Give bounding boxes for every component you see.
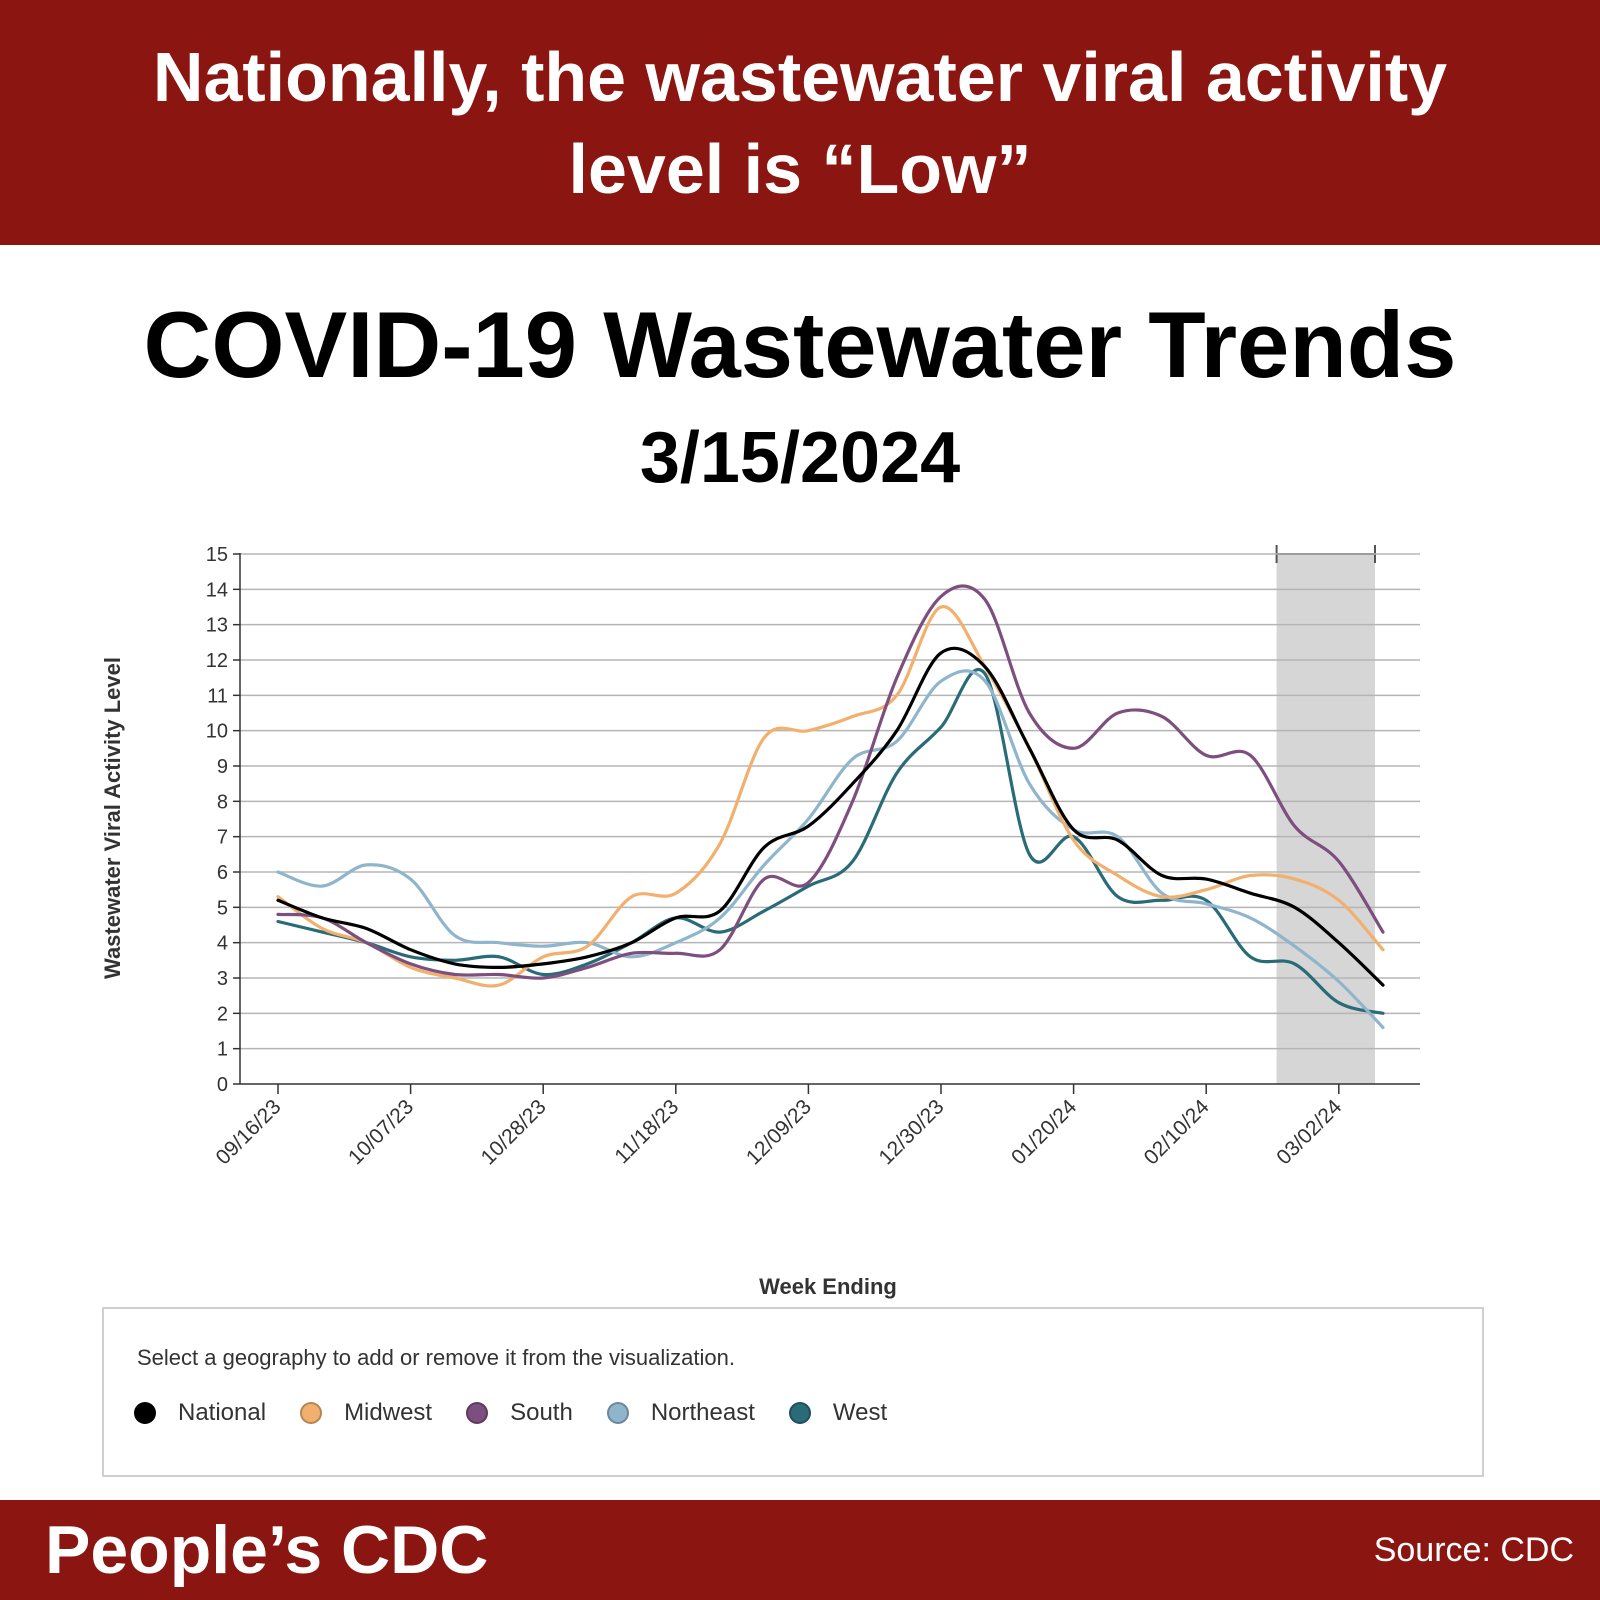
chart-title: COVID-19 Wastewater Trends [143,292,1457,397]
x-tick-label: 12/09/23 [742,1095,816,1169]
y-tick-label: 6 [217,862,228,884]
shaded-region [1276,554,1375,1084]
legend-label: West [832,1399,888,1426]
y-tick-label: 3 [217,968,228,990]
source-credit: Source: CDC [1373,1531,1574,1569]
y-tick-label: 1 [217,1039,228,1061]
legend-label: South [510,1399,573,1426]
y-tick-label: 12 [206,650,228,672]
y-tick-label: 10 [206,721,228,743]
headline-line-1: Nationally, the wastewater viral activit… [152,37,1448,116]
x-tick-label: 09/16/23 [211,1095,285,1169]
x-tick-label: 03/02/24 [1272,1095,1346,1169]
brand-logo-text: People’s CDC [45,1512,489,1588]
y-tick-label: 7 [217,827,228,849]
y-tick-label: 0 [217,1074,228,1096]
series-line-midwest [276,605,1385,988]
y-tick-label: 13 [206,615,228,637]
series-line-west [276,668,1385,1015]
legend-swatch [134,1402,156,1424]
footer-banner: People’s CDC Source: CDC [0,1500,1600,1600]
legend-swatch [606,1402,629,1424]
headline-line-2: level is “Low” [568,129,1032,208]
legend-swatch [466,1402,489,1424]
y-tick-label: 15 [206,544,228,566]
y-tick-label: 14 [206,579,228,601]
legend-item-national[interactable]: National [134,1399,266,1427]
y-tick-label: 2 [217,1003,228,1025]
series-line-national [276,646,1385,987]
legend-label: Northeast [650,1399,755,1426]
legend-label: National [178,1399,267,1426]
y-tick-label: 5 [217,897,228,919]
legend-item-west[interactable]: West [788,1399,888,1427]
legend-swatch [788,1402,811,1424]
legend-item-midwest[interactable]: Midwest [300,1399,432,1427]
legend-instruction: Select a geography to add or remove it f… [137,1345,735,1370]
x-tick-label: 12/30/23 [874,1095,948,1169]
y-tick-label: 11 [207,685,228,707]
legend-item-south[interactable]: South [466,1399,573,1427]
legend-swatch [300,1402,323,1424]
y-tick-label: 8 [217,791,228,813]
series-line-northeast [276,669,1385,1030]
x-tick-label: 01/20/24 [1007,1095,1081,1169]
y-tick-label: 9 [217,756,228,778]
y-tick-label: 4 [217,933,228,955]
x-tick-label: 10/07/23 [344,1095,418,1169]
headline-banner: Nationally, the wastewater viral activit… [0,0,1600,245]
legend-item-northeast[interactable]: Northeast [606,1399,755,1427]
x-axis-title: Week Ending [759,1274,897,1299]
legend-panel: Select a geography to add or remove it f… [102,1307,1484,1477]
series-line-south [276,584,1385,980]
x-tick-label: 02/10/24 [1140,1095,1214,1169]
x-tick-label: 10/28/23 [477,1095,551,1169]
y-axis-title: Wastewater Viral Activity Level [100,657,125,979]
legend-items: National Midwest South Northeast West [134,1399,921,1427]
legend-label: Midwest [344,1399,433,1426]
chart-date: 3/15/2024 [639,418,961,498]
x-tick-label: 11/18/23 [610,1095,683,1168]
